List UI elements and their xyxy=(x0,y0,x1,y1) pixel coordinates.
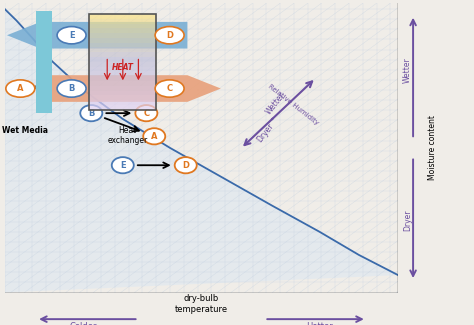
Circle shape xyxy=(6,80,35,97)
Text: C: C xyxy=(166,84,173,93)
Circle shape xyxy=(57,80,86,97)
Polygon shape xyxy=(7,22,187,48)
Circle shape xyxy=(155,80,184,97)
Circle shape xyxy=(112,157,134,173)
Text: B: B xyxy=(88,109,94,118)
Text: Wetter: Wetter xyxy=(403,57,412,83)
Text: Hotter: Hotter xyxy=(306,322,333,325)
FancyBboxPatch shape xyxy=(90,72,156,76)
FancyBboxPatch shape xyxy=(90,100,156,105)
Text: Wet Media: Wet Media xyxy=(2,126,48,135)
Text: Dryer: Dryer xyxy=(255,122,275,144)
Text: C: C xyxy=(143,109,149,118)
Text: A: A xyxy=(151,132,157,141)
Text: D: D xyxy=(166,31,173,40)
FancyBboxPatch shape xyxy=(90,96,156,100)
Text: Dryer: Dryer xyxy=(403,209,412,231)
Text: E: E xyxy=(120,161,126,170)
FancyBboxPatch shape xyxy=(90,52,156,57)
FancyBboxPatch shape xyxy=(90,19,156,23)
Text: Wetter: Wetter xyxy=(264,91,287,116)
FancyBboxPatch shape xyxy=(90,57,156,62)
Text: dry-bulb
temperature: dry-bulb temperature xyxy=(175,294,228,314)
FancyBboxPatch shape xyxy=(90,38,156,43)
FancyBboxPatch shape xyxy=(90,91,156,96)
Polygon shape xyxy=(5,9,398,292)
Circle shape xyxy=(175,157,197,173)
FancyBboxPatch shape xyxy=(90,14,156,19)
Circle shape xyxy=(80,105,102,121)
Text: Heat
exchanger: Heat exchanger xyxy=(107,126,147,145)
FancyBboxPatch shape xyxy=(90,33,156,38)
FancyBboxPatch shape xyxy=(90,62,156,67)
Text: Moisture content: Moisture content xyxy=(428,115,437,180)
Circle shape xyxy=(57,27,86,44)
FancyBboxPatch shape xyxy=(90,86,156,91)
Text: A: A xyxy=(17,84,24,93)
FancyBboxPatch shape xyxy=(90,23,156,28)
FancyBboxPatch shape xyxy=(90,43,156,47)
FancyBboxPatch shape xyxy=(90,81,156,86)
Text: return air: return air xyxy=(9,85,39,90)
FancyBboxPatch shape xyxy=(90,76,156,81)
Polygon shape xyxy=(40,75,221,102)
Text: HEAT: HEAT xyxy=(112,63,134,72)
FancyBboxPatch shape xyxy=(90,67,156,72)
Text: D: D xyxy=(182,161,189,170)
Text: B: B xyxy=(68,84,75,93)
Text: Relative Humidity: Relative Humidity xyxy=(267,84,319,126)
Circle shape xyxy=(155,27,184,44)
Text: E: E xyxy=(69,31,74,40)
FancyBboxPatch shape xyxy=(90,105,156,110)
FancyBboxPatch shape xyxy=(90,47,156,52)
Circle shape xyxy=(136,105,157,121)
Text: Colder: Colder xyxy=(70,322,97,325)
Circle shape xyxy=(143,128,165,144)
FancyBboxPatch shape xyxy=(36,11,52,112)
FancyBboxPatch shape xyxy=(90,28,156,33)
